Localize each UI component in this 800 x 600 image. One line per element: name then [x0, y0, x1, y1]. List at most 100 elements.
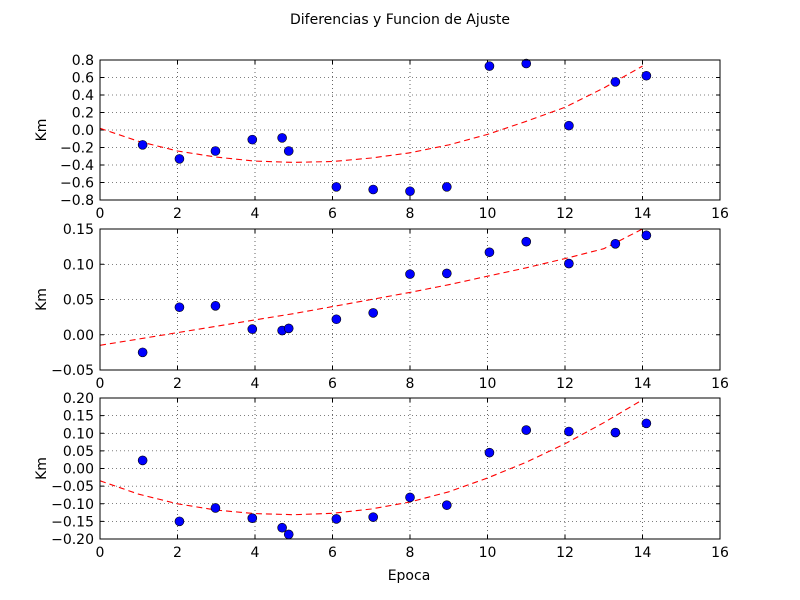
y-tick-label: −0.10 [51, 497, 94, 513]
x-tick-label: 12 [556, 545, 574, 561]
data-point [610, 77, 621, 87]
plot-area [100, 399, 643, 516]
data-point [368, 184, 378, 195]
x-tick-label: 4 [251, 376, 260, 392]
data-point [564, 120, 574, 131]
x-tick-label: 10 [479, 545, 497, 561]
data-point [210, 503, 221, 513]
data-point [484, 61, 495, 71]
fit-curve [100, 65, 643, 163]
x-tick-label: 8 [406, 545, 415, 561]
x-tick-label: 0 [96, 376, 105, 392]
x-tick-label: 2 [173, 545, 182, 561]
y-tick-label: −0.4 [60, 158, 94, 174]
y-tick-label: −0.05 [51, 479, 94, 495]
y-tick-label: 0.8 [72, 53, 94, 69]
data-point [484, 447, 495, 458]
y-tick-label: 0.10 [63, 426, 94, 442]
data-point [405, 492, 415, 503]
data-point [564, 258, 574, 269]
data-point [283, 529, 294, 540]
y-axis-label: Km [34, 119, 50, 142]
y-tick-label: 0.6 [72, 71, 94, 87]
data-point [405, 186, 415, 197]
x-tick-label: 6 [328, 206, 337, 222]
axes-frame [99, 397, 721, 540]
data-point [137, 140, 148, 150]
data-point [442, 182, 452, 192]
data-point [405, 269, 415, 279]
x-tick-label: 10 [479, 206, 497, 222]
y-tick-label: 0.15 [63, 409, 94, 425]
y-tick-label: −0.15 [51, 514, 94, 530]
data-point [283, 146, 294, 156]
data-point [368, 512, 378, 522]
y-tick-label: 0.4 [72, 88, 94, 104]
data-point [247, 134, 258, 145]
axes-frame [99, 59, 721, 201]
data-point [247, 324, 258, 334]
x-tick-label: 6 [328, 376, 337, 392]
x-tick-label: 12 [556, 376, 574, 392]
data-point [247, 513, 258, 524]
y-tick-label: −0.8 [60, 193, 94, 209]
data-point [442, 500, 452, 510]
data-point [521, 425, 532, 435]
y-tick-label: 0.05 [63, 444, 94, 460]
data-point [521, 236, 532, 247]
data-point [210, 301, 221, 311]
fit-curve [100, 229, 643, 346]
data-point [137, 455, 148, 466]
x-tick-label: 4 [251, 545, 260, 561]
y-tick-label: 0.20 [63, 391, 94, 407]
data-point [277, 133, 287, 143]
y-tick-label: −0.6 [60, 176, 94, 192]
data-point [283, 323, 294, 334]
y-tick-label: −0.20 [51, 532, 94, 548]
figure-title: Diferencias y Funcion de Ajuste [290, 12, 510, 28]
data-point [641, 418, 652, 429]
data-point [521, 58, 532, 69]
data-point [331, 514, 342, 524]
data-point [641, 70, 652, 81]
fit-curve [100, 399, 643, 516]
subplot-2: 0 2 4 6 8 10 12 14 16 −0.05 0.00 0.05 0.10 0.15 Km [34, 222, 729, 392]
data-point [368, 308, 378, 318]
x-axis-label: Epoca [388, 568, 431, 584]
x-tick-label: 2 [173, 376, 182, 392]
x-tick-label: 8 [406, 376, 415, 392]
subplot-3: 0 2 4 6 8 10 12 14 16 −0.20 −0.15−0.10 −0.050.00 0.0… [34, 391, 729, 561]
x-tick-label: 16 [711, 376, 729, 392]
subplots: 0 2 4 6 8 10 12 14 16−0.8−0.6−0.4−0.20.00.20.40.… [34, 53, 729, 561]
data-point [331, 182, 342, 192]
x-tick-label: 12 [556, 206, 574, 222]
x-tick-label: 16 [711, 545, 729, 561]
data-point [331, 314, 342, 325]
data-point [484, 247, 495, 258]
x-tick-label: 10 [479, 376, 497, 392]
y-tick-label: 0.00 [63, 328, 94, 344]
y-tick-label: 0.15 [63, 222, 94, 238]
x-tick-label: 4 [251, 206, 260, 222]
data-point [174, 154, 185, 164]
data-point [610, 427, 621, 438]
y-axis-label: Km [34, 457, 50, 480]
y-tick-label: −0.05 [51, 363, 94, 379]
x-tick-label: 14 [634, 206, 652, 222]
x-tick-label: 0 [96, 545, 105, 561]
data-point [442, 268, 452, 279]
data-point [174, 516, 185, 527]
plot-area [100, 65, 643, 163]
data-point [641, 230, 652, 241]
data-point [277, 522, 287, 533]
subplot-1: 0 2 4 6 8 10 12 14 16−0.8−0.6−0.4−0.20.00.20.40.… [34, 53, 729, 222]
data-point [564, 426, 574, 437]
x-tick-label: 0 [96, 206, 105, 222]
data-point [174, 302, 185, 313]
x-tick-label: 2 [173, 206, 182, 222]
x-tick-label: 6 [328, 545, 337, 561]
y-tick-label: 0.10 [63, 257, 94, 273]
y-tick-label: 0.05 [63, 293, 94, 309]
y-tick-label: 0.00 [63, 462, 94, 478]
